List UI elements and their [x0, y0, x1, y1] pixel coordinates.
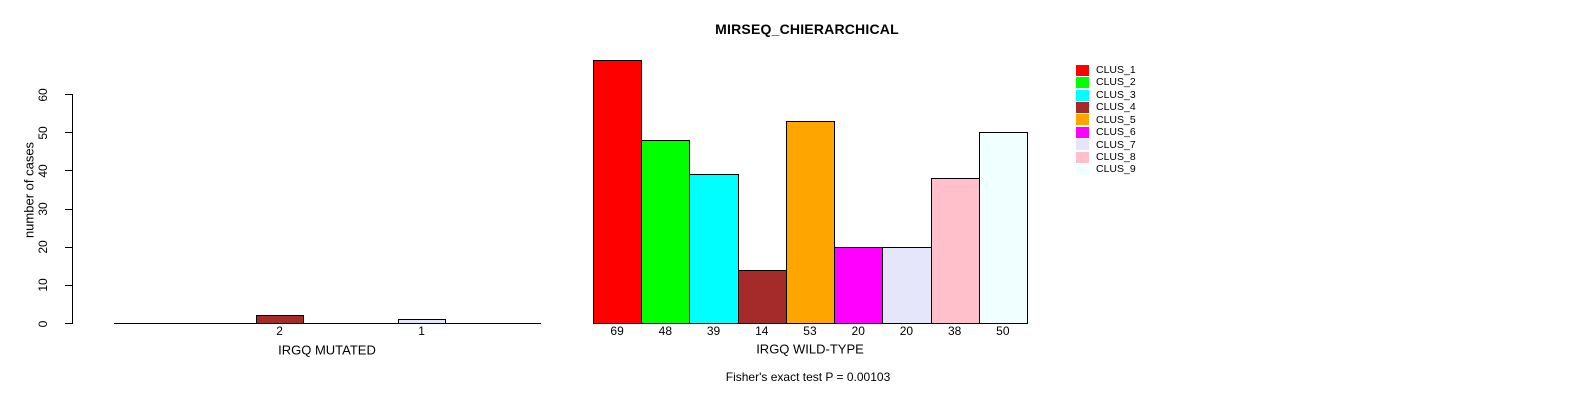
bar-value-label: 39 [706, 324, 721, 338]
legend-item: CLUS_4 [1076, 101, 1136, 114]
bar-clus_7 [397, 319, 447, 324]
legend-swatch-clus_8 [1076, 151, 1089, 163]
x-axis-label-mutated: IRGQ MUTATED [278, 342, 376, 358]
bar-value-label: 1 [418, 324, 425, 338]
legend-swatch-clus_7 [1076, 139, 1089, 151]
y-axis-tick [65, 208, 72, 210]
bar-value-label: 20 [899, 324, 914, 338]
bar-value-label: 48 [658, 324, 673, 338]
y-axis-tick [65, 246, 72, 248]
bar-clus_7 [882, 246, 932, 324]
y-axis-tick-label: 10 [36, 278, 50, 293]
legend-label: CLUS_1 [1096, 63, 1136, 76]
legend-label: CLUS_6 [1096, 126, 1136, 139]
legend-item: CLUS_9 [1076, 164, 1136, 176]
y-axis-tick-label: 50 [36, 125, 50, 140]
legend-item: CLUS_1 [1076, 64, 1136, 76]
legend-swatch-clus_4 [1076, 102, 1089, 114]
bar-clus_3 [689, 174, 739, 324]
legend-swatch-clus_1 [1076, 64, 1089, 76]
bar-clus_6 [834, 246, 884, 324]
bar-value-label: 20 [851, 324, 865, 338]
legend-item: CLUS_8 [1076, 151, 1136, 163]
x-axis-baseline [114, 323, 541, 324]
y-axis-label: number of cases [21, 141, 37, 239]
legend: CLUS_1 CLUS_2 CLUS_3 CLUS_4 CLUS_5 CLUS_6 CLUS… [1076, 64, 1136, 176]
y-axis-tick-label: 40 [36, 164, 50, 178]
y-axis-tick-label: 60 [36, 87, 50, 102]
bar-clus_9 [978, 132, 1028, 324]
legend-swatch-clus_3 [1076, 89, 1089, 101]
legend-label: CLUS_7 [1096, 138, 1136, 151]
bar-value-label: 38 [947, 324, 962, 338]
y-axis-tick-label: 20 [36, 240, 50, 254]
bar-clus_2 [641, 139, 691, 324]
bar-clus_5 [785, 120, 836, 324]
y-axis-tick [65, 284, 72, 286]
bar-value-label: 53 [803, 324, 817, 338]
y-axis-tick [65, 323, 72, 324]
y-axis-tick-label: 30 [36, 202, 50, 216]
fisher-test-annotation: Fisher's exact test P = 0.00103 [725, 370, 891, 384]
bar-value-label: 2 [276, 324, 283, 338]
legend-swatch-clus_6 [1076, 126, 1089, 138]
y-axis-spine [72, 94, 73, 324]
legend-label: CLUS_5 [1096, 113, 1136, 126]
legend-item: CLUS_7 [1076, 139, 1136, 151]
bar-value-label: 14 [755, 324, 769, 338]
bar-value-label: 69 [610, 324, 624, 338]
x-axis-label-wild-type: IRGQ WILD-TYPE [756, 341, 864, 357]
y-axis-tick [65, 170, 72, 172]
bar-value-label: 50 [996, 324, 1010, 338]
legend-label: CLUS_9 [1096, 163, 1136, 176]
bar-clus_4 [737, 269, 787, 324]
y-axis-tick [65, 132, 72, 134]
chart-title: MIRSEQ_CHIERARCHICAL [715, 21, 899, 37]
legend-label: CLUS_4 [1096, 101, 1136, 114]
y-axis-tick-label: 0 [36, 320, 50, 327]
legend-item: CLUS_5 [1076, 114, 1136, 126]
bar-clus_8 [930, 177, 980, 324]
legend-label: CLUS_3 [1096, 88, 1136, 101]
bar-clus_4 [255, 315, 305, 324]
legend-item: CLUS_2 [1076, 76, 1136, 89]
legend-label: CLUS_8 [1096, 151, 1136, 164]
legend-item: CLUS_3 [1076, 89, 1136, 101]
y-axis-tick [65, 94, 72, 95]
legend-swatch-clus_5 [1076, 114, 1089, 126]
legend-swatch-clus_2 [1076, 77, 1089, 89]
legend-swatch-clus_9 [1076, 164, 1089, 176]
legend-item: CLUS_6 [1076, 126, 1136, 138]
legend-label: CLUS_2 [1096, 76, 1136, 89]
bar-clus_1 [593, 59, 643, 324]
